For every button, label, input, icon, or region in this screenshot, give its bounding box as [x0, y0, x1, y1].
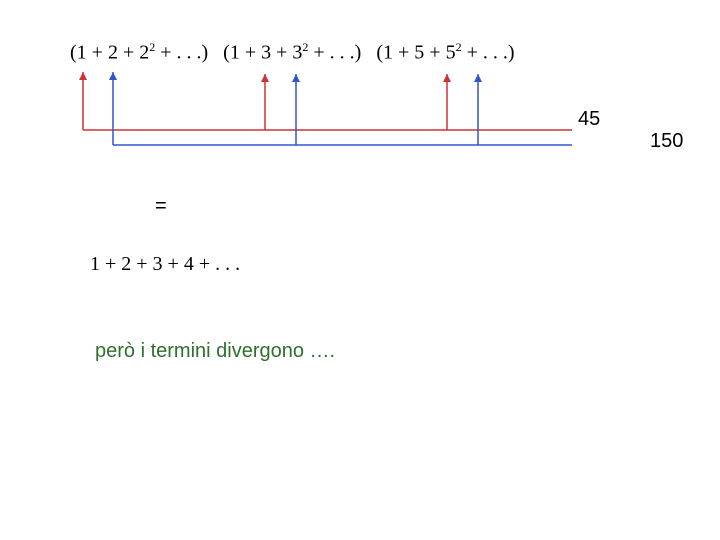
divergence-caption: però i termini divergono ….	[95, 340, 335, 363]
label-150: 150	[650, 130, 683, 153]
label-45: 45	[578, 108, 600, 131]
factor-5-series: (1 + 5 + 52 + . . .)	[376, 40, 514, 65]
natural-number-series: 1 + 2 + 3 + 4 + . . .	[90, 253, 240, 276]
product-formula: (1 + 2 + 22 + . . .) (1 + 3 + 32 + . . .…	[70, 40, 515, 65]
factor-3-series: (1 + 3 + 32 + . . .)	[223, 40, 361, 65]
equals-sign: =	[155, 195, 167, 218]
factor-2-series: (1 + 2 + 22 + . . .)	[70, 40, 208, 65]
